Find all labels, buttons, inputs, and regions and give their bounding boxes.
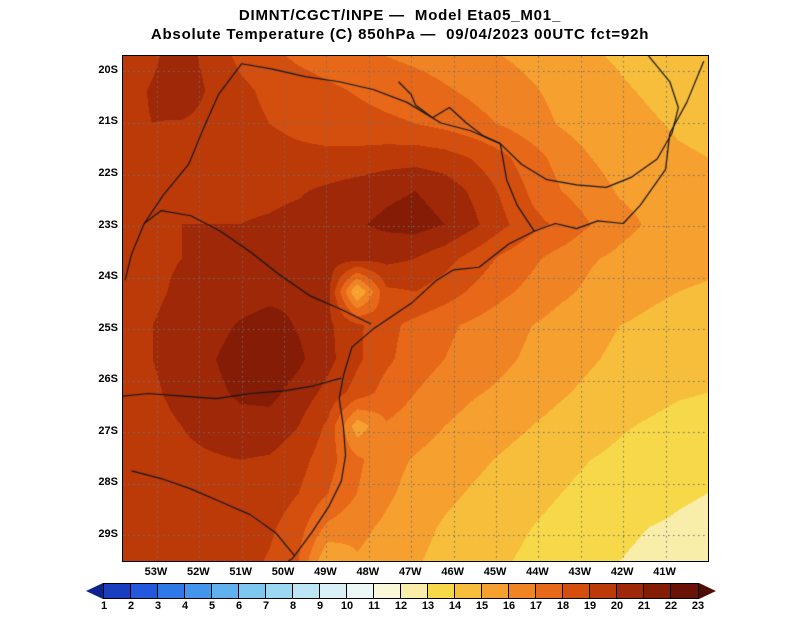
colorbar-tick-label: 13 [421, 600, 435, 612]
colorbar-segment [266, 584, 293, 598]
lat-tick-label: 29S [98, 527, 118, 540]
colorbar-tick-label: 6 [235, 600, 243, 612]
lon-tick-label: 53W [144, 566, 168, 578]
colorbar-tick-label: 23 [691, 600, 705, 612]
colorbar-segment [455, 584, 482, 598]
colorbar-arrow-left-icon [86, 583, 103, 599]
lon-tick-label: 42W [610, 566, 634, 578]
colorbar-segment [239, 584, 266, 598]
colorbar-segment [617, 584, 644, 598]
lat-tick-label: 25S [98, 321, 118, 334]
lon-tick-label: 43W [568, 566, 592, 578]
colorbar-segment [374, 584, 401, 598]
colorbar-tick-label: 20 [610, 600, 624, 612]
lat-tick-label: 24S [98, 270, 118, 283]
colorbar-tick-label: 1 [100, 600, 108, 612]
lat-tick-label: 21S [98, 115, 118, 128]
colorbar-segment [131, 584, 158, 598]
lon-tick-label: 47W [398, 566, 422, 578]
temperature-field-canvas [123, 56, 708, 561]
colorbar-arrow-right-icon [699, 583, 716, 599]
lat-tick-label: 27S [98, 424, 118, 437]
colorbar-tick-label: 22 [664, 600, 678, 612]
colorbar-segment [104, 584, 131, 598]
colorbar-segment [428, 584, 455, 598]
colorbar-segment [212, 584, 239, 598]
lat-tick-label: 28S [98, 476, 118, 489]
colorbar-tick-label: 5 [208, 600, 216, 612]
lon-tick-label: 48W [356, 566, 380, 578]
lon-tick-label: 44W [526, 566, 549, 578]
colorbar-segment [320, 584, 347, 598]
colorbar-segment [293, 584, 320, 598]
colorbar-segment [536, 584, 563, 598]
chart-title-line1: DIMNT/CGCT/INPE — Model Eta05_M01_ [238, 7, 562, 24]
lon-tick-label: 45W [483, 566, 507, 578]
colorbar-tick-label: 17 [529, 600, 543, 612]
colorbar-tick-label: 4 [181, 600, 189, 612]
colorbar-tick-label: 21 [637, 600, 651, 612]
colorbar-segments [103, 583, 699, 599]
colorbar-segment [401, 584, 428, 598]
colorbar-tick-label: 9 [316, 600, 324, 612]
colorbar-segment [644, 584, 671, 598]
colorbar-tick-label: 7 [262, 600, 270, 612]
lon-tick-label: 46W [441, 566, 464, 578]
lon-tick-label: 49W [314, 566, 337, 578]
lon-tick-label: 51W [229, 566, 252, 578]
colorbar-segment [185, 584, 212, 598]
lon-tick-label: 52W [186, 566, 210, 578]
colorbar-tick-label: 8 [289, 600, 297, 612]
lat-tick-label: 20S [98, 63, 118, 76]
colorbar-segment [158, 584, 185, 598]
lon-tick-label: 41W [653, 566, 676, 578]
lon-tick-label: 50W [271, 566, 295, 578]
colorbar-tick-label: 18 [556, 600, 570, 612]
lat-tick-label: 23S [98, 218, 118, 231]
lat-tick-label: 26S [98, 373, 118, 386]
colorbar-tick-label: 3 [154, 600, 162, 612]
colorbar-labels: 1 2 3 4 5 6 7 8 9 10 11 12 13 14 15 16 17 18 19 20 21 22 23 [100, 600, 704, 614]
colorbar-tick-label: 12 [394, 600, 408, 612]
colorbar-segment [590, 584, 617, 598]
colorbar-segment [563, 584, 590, 598]
chart-title-line2: Absolute Temperature (C) 850hPa — 09/04/… [150, 26, 650, 43]
colorbar-tick-label: 15 [475, 600, 489, 612]
colorbar-segment [482, 584, 509, 598]
map-plot-area [122, 55, 709, 562]
colorbar-segment [671, 584, 698, 598]
colorbar-segment [509, 584, 536, 598]
colorbar [86, 583, 716, 599]
lat-tick-label: 22S [98, 167, 118, 180]
colorbar-tick-label: 10 [340, 600, 354, 612]
colorbar-tick-label: 11 [368, 600, 380, 612]
colorbar-segment [347, 584, 374, 598]
colorbar-tick-label: 2 [127, 600, 135, 612]
colorbar-tick-label: 19 [583, 600, 597, 612]
colorbar-tick-label: 14 [448, 600, 462, 612]
colorbar-tick-label: 16 [502, 600, 516, 612]
